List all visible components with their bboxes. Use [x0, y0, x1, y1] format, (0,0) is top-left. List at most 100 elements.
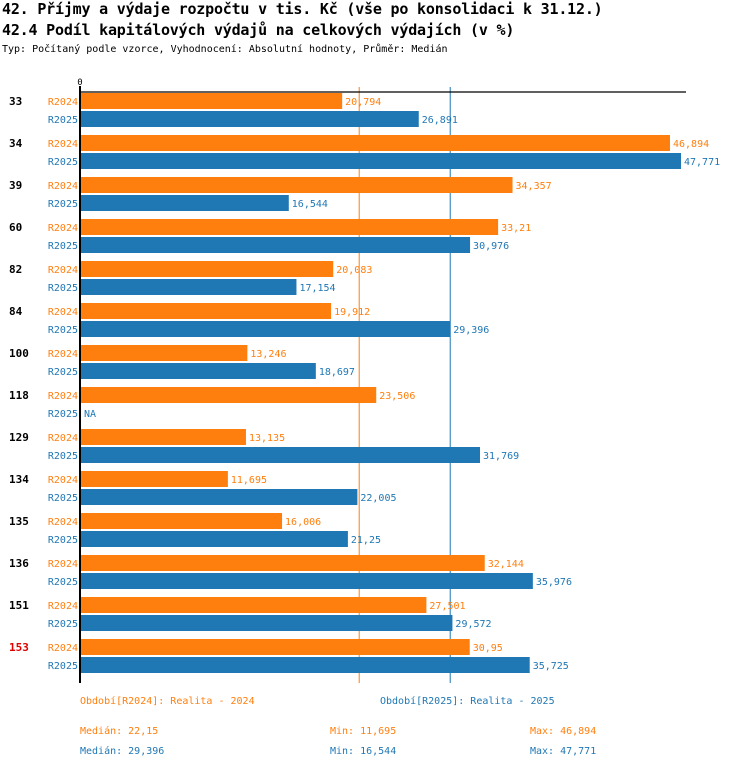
category-label: 129: [9, 431, 29, 444]
data-label: 30,95: [473, 643, 503, 654]
bar-r2024: [81, 555, 485, 571]
bar-r2025: [81, 363, 316, 379]
category-label: 39: [9, 179, 22, 192]
r2025-median: Medián: 29,396: [80, 746, 165, 757]
category-label: 134: [9, 473, 29, 486]
data-label: 30,976: [473, 241, 509, 252]
bar-r2024: [81, 597, 427, 613]
data-label: 13,246: [250, 349, 286, 360]
series-label: R2024: [48, 265, 78, 276]
category-label: 153: [9, 641, 29, 654]
bar-r2024: [81, 429, 246, 445]
chart-meta: Typ: Počítaný podle vzorce, Vyhodnocení:…: [2, 44, 448, 55]
series-label: R2024: [48, 643, 78, 654]
bar-r2025: [81, 279, 297, 295]
data-label: 27,501: [429, 601, 465, 612]
data-label: 35,976: [536, 577, 572, 588]
series-label: R2025: [48, 241, 78, 252]
series-label: R2025: [48, 157, 78, 168]
r2025-min: Min: 16,544: [330, 746, 397, 757]
series-label: R2025: [48, 451, 78, 462]
data-label: 33,21: [501, 223, 531, 234]
data-label: 11,695: [231, 475, 267, 486]
series-label: R2025: [48, 199, 78, 210]
r2024-median: Medián: 22,15: [80, 726, 159, 737]
bar-r2024: [81, 93, 343, 109]
data-label: 35,725: [533, 661, 569, 672]
series-label: R2024: [48, 139, 78, 150]
bar-r2025: [81, 531, 348, 547]
bar-r2024: [81, 639, 470, 655]
data-label: 16,544: [292, 199, 328, 210]
series-label: R2024: [48, 601, 78, 612]
page-title: 42. Příjmy a výdaje rozpočtu v tis. Kč (…: [2, 0, 603, 18]
bar-r2024: [81, 345, 248, 361]
series-label: R2024: [48, 559, 78, 570]
data-label: 32,144: [488, 559, 524, 570]
data-label: 13,135: [249, 433, 285, 444]
category-label: 100: [9, 347, 29, 360]
r2025-max: Max: 47,771: [530, 746, 597, 757]
chart-title: 42.4 Podíl kapitálových výdajů na celkov…: [2, 21, 515, 39]
series-label: R2025: [48, 115, 78, 126]
bar-r2024: [81, 513, 283, 529]
data-label: 34,357: [516, 181, 552, 192]
legend-r2025: Období[R2025]: Realita - 2025: [380, 696, 555, 707]
r2024-min: Min: 11,695: [330, 726, 397, 737]
series-label: R2025: [48, 661, 78, 672]
data-label: NA: [84, 409, 96, 420]
series-label: R2024: [48, 223, 78, 234]
series-label: R2025: [48, 409, 78, 420]
series-label: R2025: [48, 325, 78, 336]
category-label: 135: [9, 515, 29, 528]
bar-r2025: [81, 447, 481, 463]
legend-r2024: Období[R2024]: Realita - 2024: [80, 696, 255, 707]
data-label: 29,572: [455, 619, 491, 630]
category-label: 34: [9, 137, 23, 150]
category-label: 84: [9, 305, 23, 318]
bar-r2025: [81, 489, 358, 505]
data-label: 16,006: [285, 517, 321, 528]
bar-r2025: [81, 657, 530, 673]
category-label: 60: [9, 221, 22, 234]
series-label: R2024: [48, 475, 78, 486]
series-label: R2024: [48, 433, 78, 444]
data-label: 47,771: [684, 157, 720, 168]
bar-r2024: [81, 303, 332, 319]
data-label: 29,396: [453, 325, 489, 336]
bar-r2024: [81, 471, 228, 487]
series-label: R2025: [48, 283, 78, 294]
bar-r2025: [81, 615, 453, 631]
data-label: 26,891: [422, 115, 458, 126]
series-label: R2024: [48, 97, 78, 108]
bar-r2024: [81, 135, 670, 151]
category-label: 82: [9, 263, 22, 276]
bar-r2024: [81, 177, 513, 193]
series-label: R2024: [48, 181, 78, 192]
category-label: 118: [9, 389, 29, 402]
series-label: R2024: [48, 517, 78, 528]
bar-r2025: [81, 573, 533, 589]
data-label: 21,25: [351, 535, 381, 546]
series-label: R2025: [48, 535, 78, 546]
bar-r2025: [81, 195, 289, 211]
data-label: 23,506: [379, 391, 415, 402]
bar-r2025: [81, 321, 451, 337]
data-label: 17,154: [299, 283, 335, 294]
series-label: R2025: [48, 367, 78, 378]
data-label: 19,912: [334, 307, 370, 318]
bar-r2024: [81, 387, 377, 403]
r2024-max: Max: 46,894: [530, 726, 597, 737]
data-label: 18,697: [319, 367, 355, 378]
x-tick-label: 0: [77, 78, 82, 88]
data-label: 20,083: [336, 265, 372, 276]
bar-r2025: [81, 153, 681, 169]
series-label: R2025: [48, 619, 78, 630]
data-label: 31,769: [483, 451, 519, 462]
bar-r2025: [81, 111, 419, 127]
bar-r2024: [81, 219, 499, 235]
category-label: 136: [9, 557, 29, 570]
data-label: 46,894: [673, 139, 709, 150]
category-label: 151: [9, 599, 29, 612]
